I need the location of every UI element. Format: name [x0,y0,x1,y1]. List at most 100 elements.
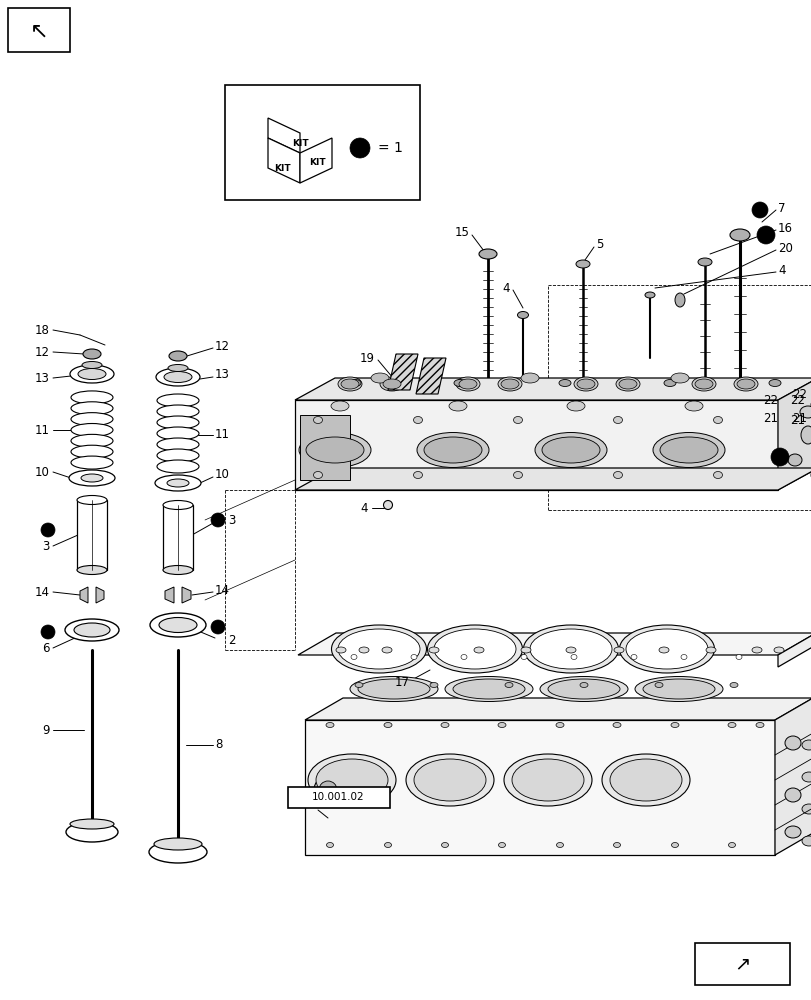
Ellipse shape [440,722,448,728]
Ellipse shape [71,445,113,458]
Ellipse shape [513,472,521,479]
Polygon shape [298,633,811,655]
Text: 13: 13 [215,368,230,381]
Text: 21: 21 [762,412,777,424]
Circle shape [211,620,225,634]
Ellipse shape [406,754,493,806]
Text: ↖: ↖ [30,22,48,42]
Ellipse shape [325,722,333,728]
Ellipse shape [157,438,199,451]
Ellipse shape [71,434,113,447]
Ellipse shape [684,401,702,411]
Ellipse shape [694,379,712,389]
Ellipse shape [618,379,636,389]
Polygon shape [299,415,350,480]
Ellipse shape [530,629,611,669]
Ellipse shape [298,432,371,468]
Ellipse shape [773,647,783,653]
Text: 11: 11 [35,424,50,436]
Polygon shape [225,85,419,200]
Ellipse shape [71,424,113,436]
Ellipse shape [81,474,103,482]
Ellipse shape [810,398,811,412]
Text: 22: 22 [791,388,806,401]
Ellipse shape [498,842,505,847]
Polygon shape [268,118,299,153]
Ellipse shape [565,647,575,653]
Text: 4: 4 [360,502,367,514]
Ellipse shape [441,842,448,847]
Polygon shape [305,698,811,720]
Ellipse shape [155,475,201,491]
Polygon shape [8,8,70,52]
Ellipse shape [810,468,811,482]
Ellipse shape [444,676,532,702]
Ellipse shape [313,472,322,479]
Ellipse shape [751,647,761,653]
Ellipse shape [652,432,724,468]
Ellipse shape [613,842,620,847]
Ellipse shape [168,364,188,371]
Ellipse shape [523,625,618,673]
Ellipse shape [413,416,422,424]
Polygon shape [268,138,299,183]
Ellipse shape [579,682,587,688]
Ellipse shape [83,349,101,359]
Ellipse shape [521,647,530,653]
Polygon shape [80,587,88,603]
Ellipse shape [331,401,349,411]
Circle shape [751,202,767,218]
Ellipse shape [570,654,577,660]
Ellipse shape [448,401,466,411]
Ellipse shape [705,647,715,653]
Ellipse shape [337,377,362,391]
Text: 15: 15 [454,226,470,238]
Ellipse shape [566,401,584,411]
Ellipse shape [315,759,388,801]
Text: 14: 14 [215,584,230,596]
Ellipse shape [654,682,663,688]
Ellipse shape [336,647,345,653]
Ellipse shape [313,416,322,424]
Ellipse shape [349,379,361,386]
Polygon shape [415,358,445,394]
Ellipse shape [727,842,735,847]
Ellipse shape [154,838,202,850]
Ellipse shape [659,647,668,653]
Text: KIT: KIT [273,164,290,173]
Ellipse shape [539,676,627,702]
Ellipse shape [410,654,417,660]
Ellipse shape [497,722,505,728]
Ellipse shape [430,682,437,688]
Text: 20: 20 [777,241,792,254]
Ellipse shape [150,613,206,637]
Ellipse shape [157,394,199,407]
Circle shape [41,625,55,639]
Ellipse shape [613,647,623,653]
Ellipse shape [601,754,689,806]
Ellipse shape [354,682,363,688]
Ellipse shape [66,822,118,842]
Ellipse shape [414,759,486,801]
Ellipse shape [674,293,684,307]
Ellipse shape [799,406,811,418]
Ellipse shape [500,379,518,389]
Ellipse shape [381,647,392,653]
Ellipse shape [371,373,388,383]
Text: 21: 21 [791,412,806,424]
Ellipse shape [541,437,599,463]
Ellipse shape [306,437,363,463]
Ellipse shape [755,722,763,728]
Ellipse shape [787,454,801,466]
Ellipse shape [413,472,422,479]
Ellipse shape [319,781,337,799]
Polygon shape [294,378,811,400]
Ellipse shape [159,617,197,633]
Ellipse shape [801,804,811,814]
Ellipse shape [65,619,119,641]
Ellipse shape [474,647,483,653]
Ellipse shape [77,566,107,574]
Ellipse shape [729,682,737,688]
Ellipse shape [504,754,591,806]
Ellipse shape [547,679,620,699]
